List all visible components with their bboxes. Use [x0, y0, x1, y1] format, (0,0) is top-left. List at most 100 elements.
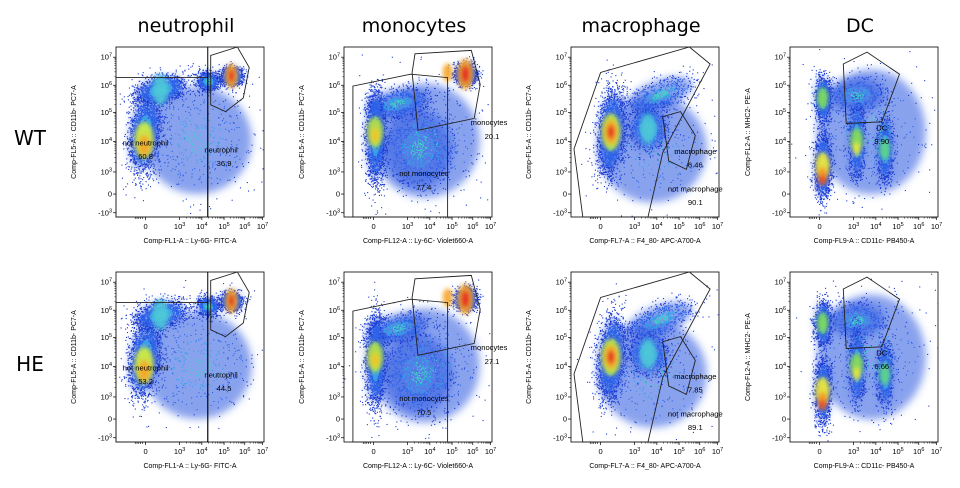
density-cloud: [791, 49, 936, 216]
y-axis-label: Comp-FL2-A :: MHC2- PE-A: [745, 313, 752, 401]
y-tick-label: 105: [556, 333, 567, 342]
y-tick-label: 103: [775, 167, 786, 176]
x-tick-label: 0: [372, 447, 376, 456]
y-tick-label: 104: [329, 137, 340, 146]
gate-percent: 89.1: [688, 423, 703, 432]
x-tick-label: 103: [174, 222, 185, 231]
y-tick-label: 105: [101, 108, 112, 117]
x-tick-label: 106: [239, 447, 250, 456]
x-tick-label: 0: [818, 447, 822, 456]
panel-he-neutrophil: not neutrophil 53.2 neutrophil 44.5 -103 0 103…: [71, 271, 268, 470]
y-tick-label: 106: [329, 306, 340, 315]
x-tick-label: 106: [239, 222, 250, 231]
y-tick-label: 0: [108, 190, 112, 199]
y-axis-label: Comp-FL5-A :: CD11b- PC7-A: [71, 310, 78, 404]
gate-percent: 7.85: [688, 386, 703, 395]
gate-neutrophil: [210, 46, 250, 113]
gate-not-macrophage: [662, 111, 696, 171]
y-tick-label: 107: [329, 53, 340, 62]
y-tick-label: 106: [775, 306, 786, 315]
gate-monocytes: [352, 298, 449, 443]
gate-percent: 77.4: [417, 183, 432, 192]
row-label-he: HE: [16, 352, 44, 376]
y-tick-label: 106: [556, 306, 567, 315]
x-tick-label: 105: [892, 222, 903, 231]
y-tick-label: -103: [553, 208, 567, 217]
gate-percent: 36.9: [217, 159, 232, 168]
y-tick-label: -103: [772, 208, 786, 217]
x-tick-label: 107: [931, 222, 942, 231]
x-tick-label: 105: [218, 447, 229, 456]
x-axis-label: Comp-FL9-A :: CD11c- PB450-A: [814, 463, 915, 470]
y-tick-label: 0: [108, 415, 112, 424]
gate-label-DC: DC: [876, 348, 887, 357]
x-tick-label: 103: [629, 447, 640, 456]
y-tick-label: 105: [775, 333, 786, 342]
x-axis-label: Comp-FL12-A :: Ly-6C- Violet660-A: [363, 463, 473, 470]
x-tick-label: 107: [931, 447, 942, 456]
column-title-macrophage: macrophage: [581, 15, 700, 37]
x-axis-label: Comp-FL1-A :: Ly-6G- FITC-A: [143, 463, 236, 470]
x-tick-label: 106: [913, 447, 924, 456]
gate-label-neutrophil: neutrophil: [204, 370, 238, 379]
x-tick-label: 106: [467, 222, 478, 231]
y-tick-label: 105: [775, 108, 786, 117]
y-tick-label: 106: [775, 81, 786, 90]
y-axis-label: Comp-FL5-A :: CD11b- PC7-A: [299, 85, 306, 179]
panel-he-dc: DC 6.66 -103 0 103 104 105 106 107 0 103 104 105 106 1…: [745, 271, 942, 470]
y-tick-label: 106: [101, 306, 112, 315]
gate-label-not-macrophage: not macrophage: [668, 185, 723, 194]
gate-percent: 27.1: [485, 357, 500, 366]
y-tick-label: 105: [329, 108, 340, 117]
y-tick-label: 0: [782, 190, 786, 199]
gate-percent: 9.90: [874, 137, 889, 146]
gate-label-not-neutrophil: not neutrophil: [123, 364, 169, 373]
x-axis-label: Comp-FL7-A :: F4_80- APC-A700-A: [589, 238, 701, 245]
y-tick-label: 107: [775, 278, 786, 287]
y-tick-label: 107: [775, 53, 786, 62]
y-axis-label: Comp-FL5-A :: CD11b- PC7-A: [526, 85, 533, 179]
gate-percent: 44.5: [217, 384, 232, 393]
y-tick-label: 107: [556, 278, 567, 287]
gate-label-DC: DC: [876, 123, 887, 132]
y-tick-label: 0: [336, 190, 340, 199]
x-tick-label: 105: [446, 222, 457, 231]
y-tick-label: 107: [329, 278, 340, 287]
gate-label-not-macrophage: not macrophage: [668, 410, 723, 419]
gate-percent: 60.8: [138, 152, 153, 161]
y-tick-label: 107: [101, 278, 112, 287]
y-tick-label: 103: [556, 167, 567, 176]
density-core: [601, 113, 657, 151]
gate-DC: [842, 51, 901, 124]
panel-wt-neutrophil: not neutrophil 60.8 neutrophil 36.9 -103 0 103…: [71, 46, 268, 245]
y-tick-label: 106: [101, 81, 112, 90]
panel-he-monocytes: monocytes 27.1 not monocytes 70.5 -103 0 103 10…: [299, 271, 508, 470]
gate-label-macrophage: macrophage: [674, 372, 716, 381]
x-tick-label: 0: [144, 222, 148, 231]
density-core: [134, 63, 238, 159]
x-tick-label: 103: [629, 222, 640, 231]
y-tick-label: 104: [101, 137, 112, 146]
row-label-wt: WT: [14, 126, 47, 150]
density-core: [134, 288, 238, 384]
y-tick-label: 103: [101, 167, 112, 176]
panel-he-macrophage: macrophage 7.85 not macrophage 89.1 -103 0 103…: [526, 271, 723, 470]
y-axis-label: Comp-FL5-A :: CD11b- PC7-A: [526, 310, 533, 404]
gate-label-neutrophil: neutrophil: [204, 145, 238, 154]
panel-wt-monocytes: monocytes 20.1 not monocytes 77.4 -103 0 103 10…: [299, 46, 508, 245]
gate-percent: 20.1: [485, 132, 500, 141]
y-tick-label: 0: [563, 415, 567, 424]
x-tick-label: 107: [257, 447, 268, 456]
x-tick-label: 0: [599, 447, 603, 456]
density-cloud: [576, 283, 719, 441]
gate-label-not-neutrophil: not neutrophil: [123, 139, 169, 148]
x-tick-label: 104: [196, 447, 207, 456]
y-tick-label: 103: [775, 392, 786, 401]
x-axis-label: Comp-FL1-A :: Ly-6G- FITC-A: [143, 238, 236, 245]
column-title-monocytes: monocytes: [362, 15, 467, 37]
y-axis-label: Comp-FL2-A :: MHC2- PE-A: [745, 88, 752, 176]
x-tick-label: 105: [446, 447, 457, 456]
x-tick-label: 106: [913, 222, 924, 231]
y-tick-label: 107: [556, 53, 567, 62]
